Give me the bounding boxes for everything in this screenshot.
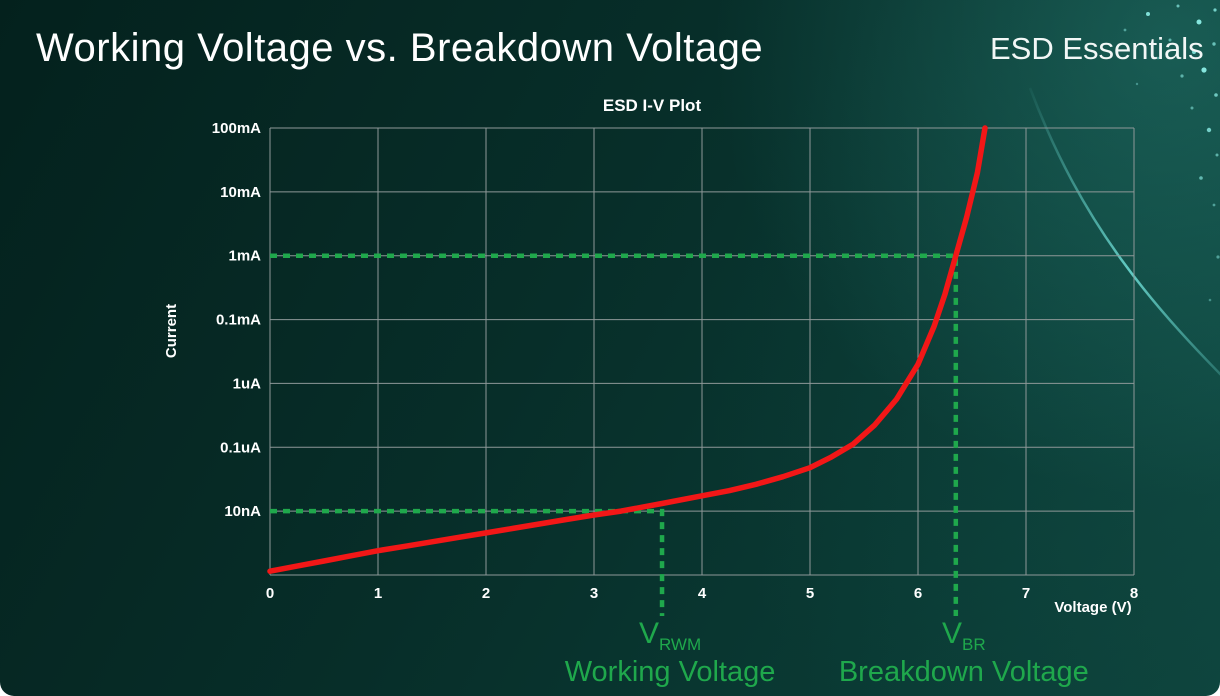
star-dot [1135,82,1139,86]
vbr-label: VBR [942,617,986,654]
swoosh-curve [1028,87,1220,376]
star-dot [1215,153,1219,157]
star-dot [1212,203,1216,207]
star-dot [1201,67,1207,73]
x-tick-label: 3 [590,585,598,602]
star-dot [1214,93,1218,97]
star-dot [1123,28,1127,32]
star-dot [1212,42,1216,46]
star-dot [1208,298,1212,302]
star-dot [1206,127,1212,133]
y-tick-label: 1uA [233,375,262,392]
y-tick-label: 10mA [220,184,261,201]
x-tick-label: 8 [1130,585,1138,602]
iv-curve [267,125,988,574]
vbr-caption: Breakdown Voltage [839,656,1089,688]
chart-title: ESD I-V Plot [603,96,702,115]
star-dot [1192,50,1196,54]
star-dot [1213,8,1217,12]
x-tick-label: 7 [1022,585,1030,602]
x-axis-label: Voltage (V) [1054,599,1131,616]
star-dot [1168,38,1172,42]
x-tick-label: 5 [806,585,814,602]
vbr-guide-line [270,253,959,616]
y-tick-label: 10nA [224,503,261,520]
vrwm-guide-line [270,508,665,616]
star-dot [1156,56,1160,60]
vrwm-caption: Working Voltage [565,656,776,688]
y-axis-label: Current [163,304,180,358]
star-dot [1176,4,1180,8]
star-dot [1180,74,1184,78]
star-dot [1216,255,1220,259]
brand-logo-text: ESD Essentials [990,31,1204,66]
star-dots [1123,4,1220,302]
y-tick-label: 100mA [212,120,261,137]
y-tick-label: 0.1uA [220,439,261,456]
y-tick-label: 0.1mA [216,312,261,329]
x-tick-label: 0 [266,585,274,602]
y-tick-label: 1mA [228,248,261,265]
star-dot [1190,106,1194,110]
vrwm-label: VRWM [639,617,701,654]
slide-title: Working Voltage vs. Breakdown Voltage [36,26,764,70]
star-dot [1196,19,1202,25]
star-dot [1199,176,1203,180]
star-dot [1146,12,1150,16]
x-tick-label: 2 [482,585,490,602]
x-tick-label: 1 [374,585,382,602]
x-tick-label: 4 [698,585,707,602]
x-tick-label: 6 [914,585,922,602]
